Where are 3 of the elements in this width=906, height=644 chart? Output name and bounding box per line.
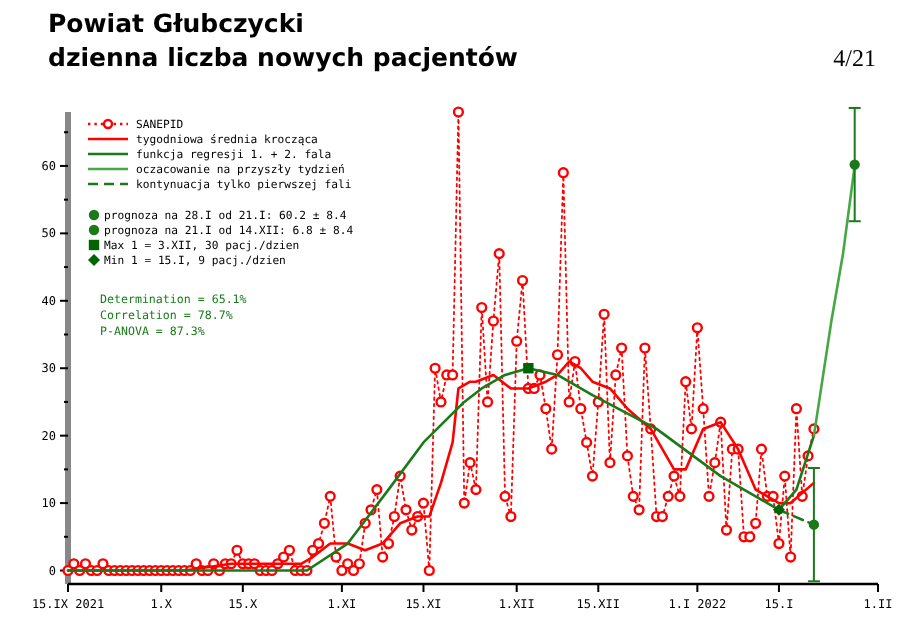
- chart-title: Powiat Głubczycki: [48, 8, 304, 38]
- text: 4/21: [833, 44, 876, 72]
- chart-subtitle: dzienna liczba nowych pacjentów: [48, 42, 519, 72]
